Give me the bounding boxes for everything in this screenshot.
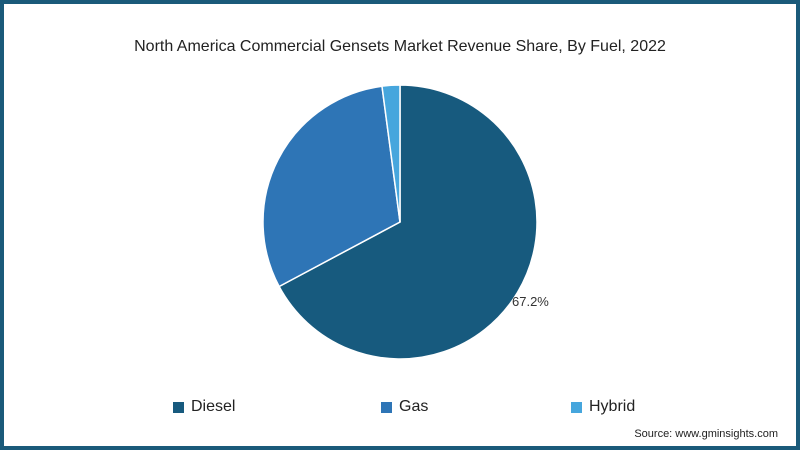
legend-item-diesel: Diesel xyxy=(173,397,235,417)
data-label-diesel: 67.2% xyxy=(512,294,549,309)
chart-title: North America Commercial Gensets Market … xyxy=(134,38,666,55)
legend-swatch-diesel xyxy=(173,401,184,413)
source-note: Source: www.gminsights.com xyxy=(634,428,778,440)
legend-label-hybrid: Hybrid xyxy=(589,398,636,415)
pie-slice-diesel xyxy=(278,84,538,360)
pie-slice-gas xyxy=(262,85,401,288)
legend-item-gas: Gas xyxy=(381,397,428,417)
pie-slice-hybrid xyxy=(381,84,401,223)
legend-label-gas: Gas xyxy=(399,398,429,415)
legend-swatch-hybrid xyxy=(571,401,582,413)
legend-item-hybrid: Hybrid xyxy=(571,397,635,417)
legend-swatch-gas xyxy=(381,401,392,413)
legend-label-diesel: Diesel xyxy=(191,398,236,415)
